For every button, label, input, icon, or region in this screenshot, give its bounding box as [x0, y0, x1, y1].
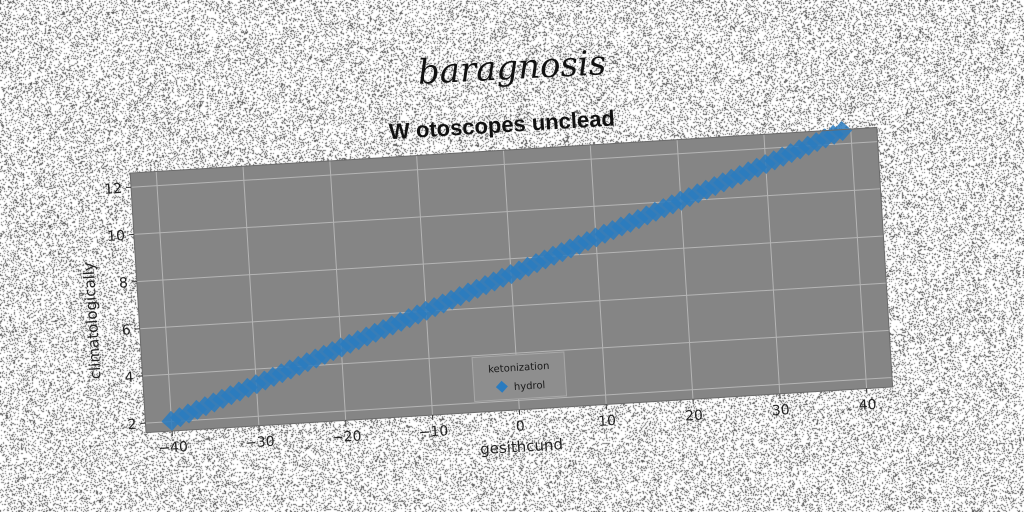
y-tick-label: 8 [118, 275, 128, 292]
x-tick-label: 40 [858, 397, 877, 414]
x-tick-label: −20 [332, 428, 362, 446]
y-tick-label: 4 [124, 370, 134, 387]
y-tick-label: 10 [107, 228, 126, 245]
x-tick-label: 20 [685, 408, 704, 425]
legend: ketonization hydrol [472, 352, 567, 402]
y-tick-label: 6 [121, 322, 131, 339]
x-tick-label: −40 [158, 439, 188, 457]
legend-box [472, 352, 567, 402]
x-axis-label: gesithcund [480, 435, 564, 458]
chart-title: W otoscopes unclead [388, 105, 615, 144]
y-tick-label: 12 [104, 181, 123, 198]
x-tick-label: −30 [245, 434, 275, 452]
x-tick-label: 0 [515, 418, 525, 435]
y-tick-label: 2 [127, 417, 137, 434]
chart-group: W otoscopes unclead −40 −30 −20 −10 0 10 20 30 4… [72, 89, 896, 481]
x-tick-label: 10 [598, 413, 617, 430]
y-axis-label: climatologically [80, 262, 105, 380]
legend-entry-label: hydrol [514, 380, 546, 393]
x-tick-label: 30 [771, 402, 790, 419]
x-tick-label: −10 [418, 423, 448, 441]
